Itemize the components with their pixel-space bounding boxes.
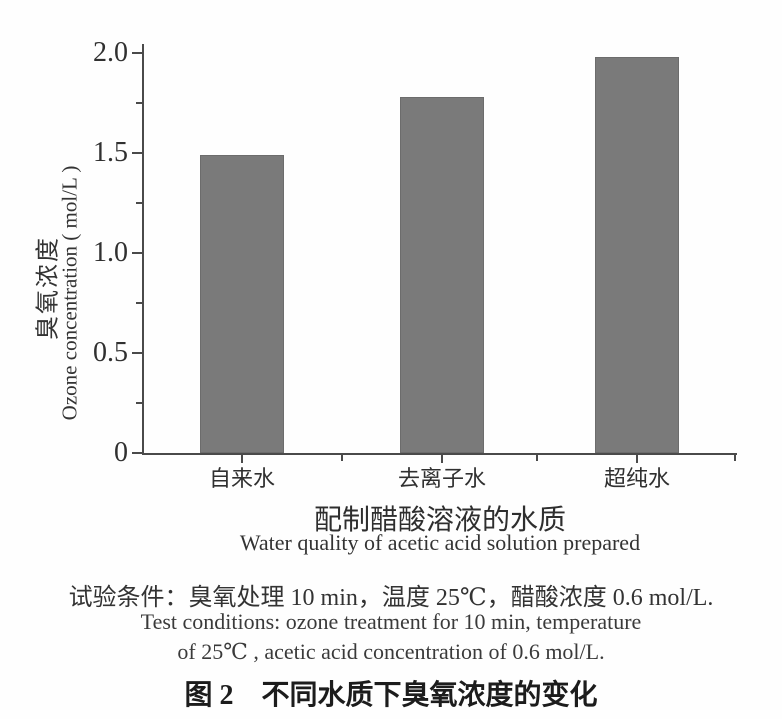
y-minor-tick [136,402,142,404]
x-minor-tick [734,454,736,461]
x-tick-label-3: 超纯水 [603,466,670,491]
figure-caption: 图 2 不同水质下臭氧浓度的变化 [184,680,598,711]
bar-2 [400,97,484,453]
y-tick-label: 0 [114,437,128,468]
x-major-tick [441,454,443,463]
x-minor-tick [341,454,343,461]
test-conditions-english-line2: of 25℃ , acetic acid concentration of 0.… [177,639,605,664]
y-tick-label: 0.5 [93,337,128,368]
y-major-tick [132,152,142,154]
bar-3 [595,57,679,453]
x-axis-line [142,453,737,455]
y-tick-label: 2.0 [93,37,128,68]
y-axis-title-english: Ozone concentration ( mol/L ) [57,165,82,421]
x-axis-title-chinese: 配制醋酸溶液的水质 [313,505,566,536]
y-major-tick [132,452,142,454]
y-minor-tick [136,102,142,104]
bar-1 [200,155,284,453]
test-conditions-chinese: 试验条件：臭氧处理 10 min，温度 25℃，醋酸浓度 0.6 mol/L. [68,585,714,611]
x-minor-tick [536,454,538,461]
y-major-tick [132,352,142,354]
y-minor-tick [136,202,142,204]
y-major-tick [132,252,142,254]
y-major-tick [132,52,142,54]
y-tick-label: 1.0 [93,237,128,268]
y-axis-line [142,44,144,455]
x-tick-label-1: 自来水 [208,466,275,491]
y-tick-label: 1.5 [93,137,128,168]
x-axis-title-english: Water quality of acetic acid solution pr… [239,530,641,555]
x-tick-label-2: 去离子水 [397,466,486,491]
x-major-tick [636,454,638,463]
y-minor-tick [136,302,142,304]
x-major-tick [241,454,243,463]
test-conditions-english-line1: Test conditions: ozone treatment for 10 … [140,609,642,634]
